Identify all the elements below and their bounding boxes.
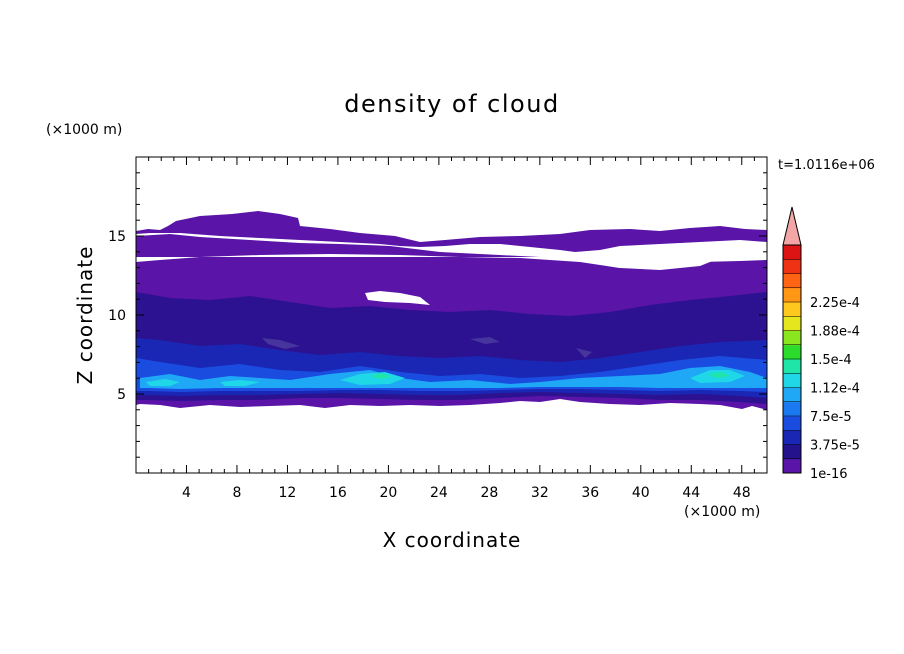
x-tick-label: 32	[531, 485, 549, 501]
x-tick-label: 24	[430, 485, 448, 501]
colorbar-label: 1.5e-4	[810, 353, 852, 368]
x-tick-label: 48	[733, 485, 751, 501]
x-tick-label: 20	[379, 485, 397, 501]
colorbar-segment	[783, 387, 801, 403]
colorbar-segment	[783, 259, 801, 274]
cloud-gap	[365, 291, 430, 305]
x-tick-label: 36	[581, 485, 599, 501]
colorbar-label: 3.75e-5	[810, 439, 860, 454]
colorbar-label: 7.5e-5	[810, 410, 852, 425]
cloud-gap	[136, 233, 767, 262]
y-axis-unit: (×1000 m)	[46, 122, 122, 138]
colorbar-segment	[783, 302, 801, 317]
cloud-gap	[585, 256, 720, 270]
colorbar-segment	[783, 444, 801, 460]
x-axis-label: X coordinate	[383, 528, 522, 552]
time-label: t=1.0116e+06	[778, 158, 875, 173]
colorbar-segment	[783, 373, 801, 388]
plot-area	[135, 156, 768, 474]
colorbar-segment	[783, 287, 801, 303]
x-axis-unit: (×1000 m)	[684, 504, 760, 520]
colorbar-segment	[783, 430, 801, 445]
x-axis-ticks: 4 8 12 16 20 24 28 32 36 40 44 48	[148, 157, 755, 501]
y-tick-label: 10	[108, 308, 126, 324]
colorbar-segment	[783, 316, 801, 331]
colorbar: 2.25e-4 1.88e-4 1.5e-4 1.12e-4 7.5e-5 3.75e-5…	[782, 206, 860, 482]
colorbar-label: 1.88e-4	[810, 325, 860, 340]
x-tick-label: 8	[232, 485, 241, 501]
contour-level-5	[140, 366, 767, 389]
colorbar-segment	[783, 401, 801, 417]
colorbar-segment	[783, 245, 801, 260]
x-tick-label: 4	[182, 485, 191, 501]
x-tick-label: 16	[329, 485, 347, 501]
colorbar-segment	[783, 344, 801, 360]
y-axis-ticks: 5 10 15	[108, 172, 767, 458]
chart-title: density of cloud	[344, 90, 559, 118]
colorbar-label: 1e-16	[810, 467, 848, 482]
colorbar-segment	[783, 330, 801, 346]
colorbar-overflow-arrow	[782, 206, 802, 246]
x-tick-label: 12	[279, 485, 297, 501]
colorbar-segment	[783, 416, 801, 431]
y-tick-label: 5	[117, 387, 126, 403]
x-tick-label: 44	[682, 485, 700, 501]
y-axis-label: Z coordinate	[73, 246, 97, 385]
colorbar-segment	[783, 359, 801, 374]
colorbar-segment	[783, 273, 801, 289]
colorbar-label: 1.12e-4	[810, 382, 860, 397]
y-tick-label: 15	[108, 229, 126, 245]
x-tick-label: 40	[632, 485, 650, 501]
colorbar-segment	[783, 458, 801, 474]
x-tick-label: 28	[480, 485, 498, 501]
colorbar-label: 2.25e-4	[810, 296, 860, 311]
